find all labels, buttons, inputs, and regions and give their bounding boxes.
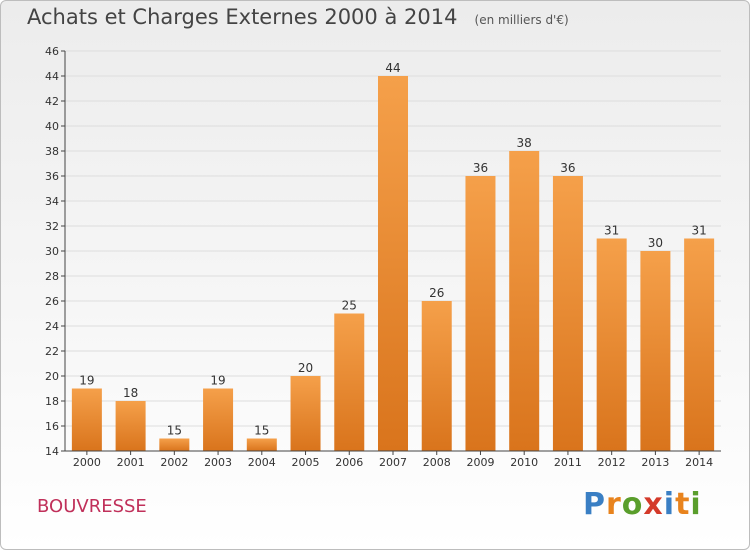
x-tick-label: 2011 <box>554 456 582 469</box>
y-tick-label: 22 <box>45 345 59 358</box>
data-label: 30 <box>648 236 663 250</box>
y-tick-label: 36 <box>45 170 59 183</box>
x-tick-label: 2010 <box>510 456 538 469</box>
data-label: 19 <box>79 374 94 388</box>
bar-2012 <box>596 238 627 451</box>
bar-2010 <box>509 151 540 451</box>
y-tick-label: 20 <box>45 370 59 383</box>
proxiti-logo[interactable]: Proxiti <box>583 487 702 522</box>
x-tick-label: 2012 <box>598 456 626 469</box>
y-tick-label: 26 <box>45 295 59 308</box>
bar-2004 <box>246 438 277 451</box>
y-tick-label: 34 <box>45 195 59 208</box>
y-tick-label: 16 <box>45 420 59 433</box>
bar-2000 <box>71 388 102 451</box>
logo-letter: t <box>675 487 691 522</box>
bars: 19 18 15 19 15 20 25 44 26 36 38 36 31 30 31 <box>71 61 715 451</box>
x-tick-label: 2004 <box>248 456 276 469</box>
y-tick-label: 44 <box>45 70 59 83</box>
axes: 14 16 18 20 22 24 26 28 30 32 34 36 38 40 42 44 46 2000 20… <box>45 45 721 469</box>
logo-letter: x <box>643 487 664 522</box>
data-label: 20 <box>298 361 313 375</box>
logo-letter: r <box>606 487 622 522</box>
x-tick-label: 2014 <box>685 456 713 469</box>
x-tick-label: 2007 <box>379 456 407 469</box>
bar-2007 <box>378 76 408 451</box>
bar-2003 <box>203 388 234 451</box>
y-tick-label: 28 <box>45 270 59 283</box>
logo-letter: i <box>690 487 702 522</box>
x-tick-label: 2001 <box>117 456 145 469</box>
y-tick-label: 38 <box>45 145 59 158</box>
data-label: 26 <box>429 286 444 300</box>
x-tick-label: 2013 <box>641 456 669 469</box>
x-tick-label: 2009 <box>466 456 494 469</box>
y-tick-label: 24 <box>45 320 59 333</box>
bar-2011 <box>552 176 583 451</box>
chart-title: Achats et Charges Externes 2000 à 2014 <box>27 5 458 29</box>
x-tick-label: 2000 <box>73 456 101 469</box>
data-label: 19 <box>210 374 225 388</box>
title-row: Achats et Charges Externes 2000 à 2014 (… <box>27 5 569 29</box>
bar-2006 <box>334 313 365 451</box>
data-label: 38 <box>517 136 532 150</box>
logo-letter: P <box>583 487 606 522</box>
x-tick-label: 2008 <box>423 456 451 469</box>
x-tick-label: 2006 <box>335 456 363 469</box>
bar-2005 <box>290 376 321 451</box>
data-label: 25 <box>342 299 357 313</box>
data-label: 36 <box>473 161 488 175</box>
logo-letter: i <box>663 487 676 522</box>
x-tick-label: 2002 <box>160 456 188 469</box>
bar-2014 <box>684 238 715 451</box>
x-tick-label: 2003 <box>204 456 232 469</box>
bar-2008 <box>421 301 452 451</box>
bar-2013 <box>640 251 671 451</box>
y-tick-label: 18 <box>45 395 59 408</box>
town-name: BOUVRESSE <box>37 496 147 517</box>
data-label: 15 <box>254 424 269 438</box>
data-label: 36 <box>560 161 575 175</box>
x-tick-label: 2005 <box>292 456 320 469</box>
bar-2001 <box>115 401 146 451</box>
bar-2009 <box>465 176 496 451</box>
y-tick-label: 14 <box>45 445 59 458</box>
bar-2002 <box>159 438 190 451</box>
data-label: 44 <box>385 61 400 75</box>
data-label: 15 <box>167 424 182 438</box>
y-tick-label: 40 <box>45 120 59 133</box>
logo-letter: o <box>621 487 644 522</box>
data-label: 31 <box>691 224 706 238</box>
y-tick-label: 32 <box>45 220 59 233</box>
data-label: 18 <box>123 386 138 400</box>
data-label: 31 <box>604 224 619 238</box>
y-tick-label: 30 <box>45 245 59 258</box>
chart-units: (en milliers d'€) <box>474 13 569 27</box>
y-tick-label: 46 <box>45 45 59 58</box>
y-tick-label: 42 <box>45 95 59 108</box>
